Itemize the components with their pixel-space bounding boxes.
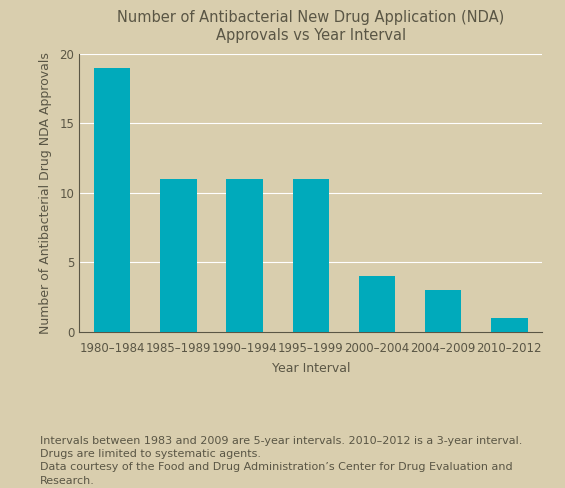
Bar [94,67,131,332]
Text: Intervals between 1983 and 2009 are 5-year intervals. 2010–2012 is a 3-year inte: Intervals between 1983 and 2009 are 5-ye… [40,436,522,486]
Title: Number of Antibacterial New Drug Application (NDA)
Approvals vs Year Interval: Number of Antibacterial New Drug Applica… [117,10,505,43]
Bar [293,179,329,332]
Y-axis label: Number of Antibacterial Drug NDA Approvals: Number of Antibacterial Drug NDA Approva… [40,52,53,334]
X-axis label: Year Interval: Year Interval [272,362,350,374]
Bar [359,276,395,332]
Bar [160,179,197,332]
Bar [227,179,263,332]
Bar [491,318,528,332]
Bar [425,290,461,332]
